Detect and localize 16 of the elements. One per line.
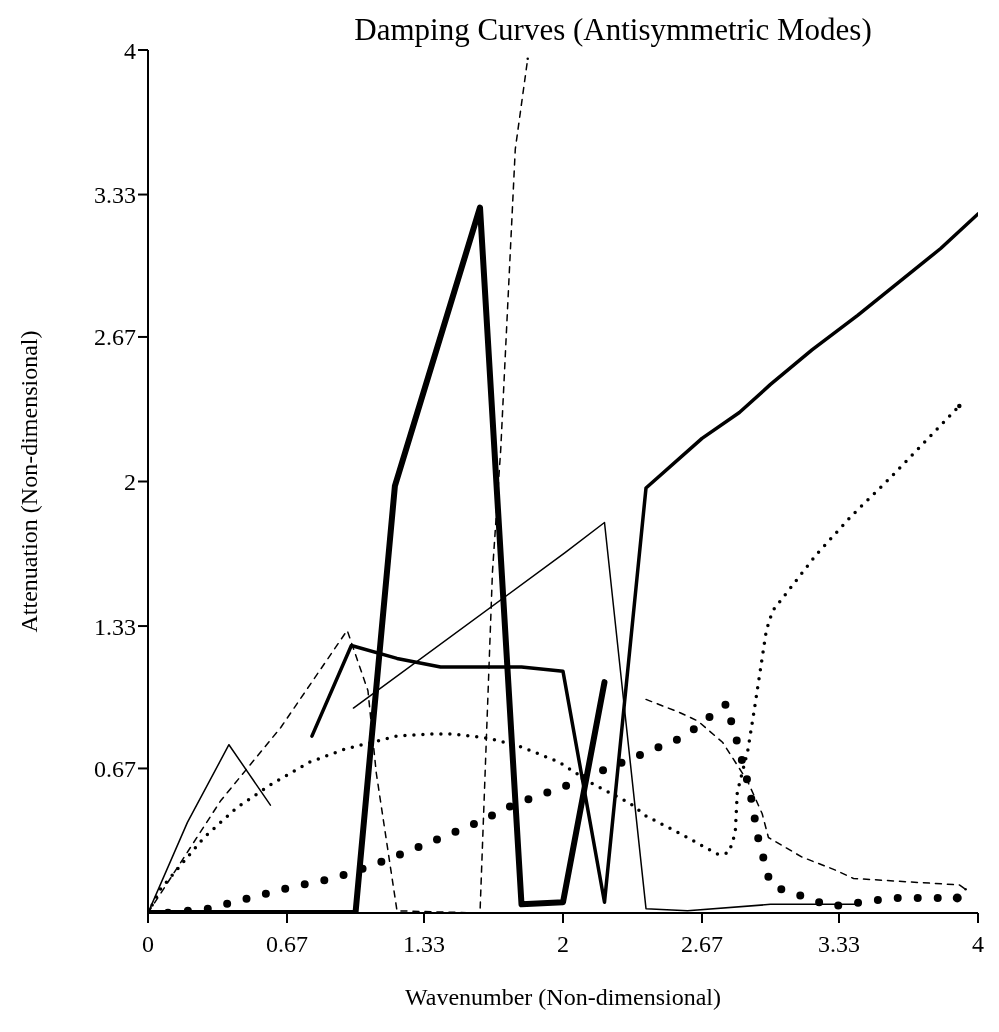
x-axis-title: Wavenumber (Non-dimensional) [405,984,721,1010]
x-tick-label: 2.67 [681,931,724,958]
y-tick-label: 1.33 [94,613,136,640]
x-tick-label: 0 [142,931,154,958]
x-tick-label: 2 [557,931,569,958]
x-tick-label: 4 [972,931,984,958]
x-tick-label: 0.67 [266,931,309,958]
y-tick-label: 0.67 [94,755,136,782]
y-tick-label: 2 [124,469,136,496]
x-tick-label: 1.33 [402,931,445,958]
x-tick-label: 3.33 [817,931,860,958]
y-axis-title: Attenuation (Non-dimensional) [15,330,42,633]
chart-title: Damping Curves (Antisymmetric Modes) [353,11,873,49]
y-tick-label: 4 [124,37,136,64]
y-tick-label: 2.67 [94,324,136,351]
y-tick-label: 3.33 [94,182,136,209]
